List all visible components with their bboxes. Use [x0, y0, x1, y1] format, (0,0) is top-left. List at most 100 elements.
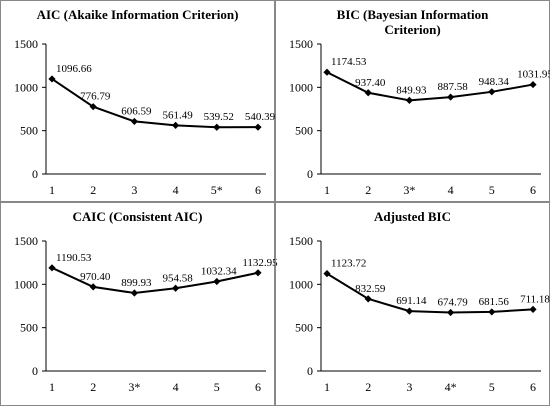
data-label: 539.52	[204, 111, 234, 123]
data-point	[254, 269, 262, 277]
y-tick-label: 500	[20, 124, 38, 138]
data-point	[213, 123, 221, 131]
x-tick-label: 6	[255, 380, 261, 394]
data-label: 832.59	[355, 283, 386, 295]
data-label: 1132.95	[242, 257, 278, 269]
x-tick-label: 2	[90, 183, 96, 197]
chart-title: Adjusted BIC	[374, 209, 451, 224]
data-point	[213, 277, 221, 286]
data-point	[89, 103, 97, 111]
chart-panel-1: AIC (Akaike Information Criterion) 0 500 10…	[0, 0, 276, 202]
x-tick-label: 4	[173, 380, 179, 394]
data-point	[447, 93, 455, 101]
x-tick-label: 2	[365, 183, 371, 197]
series-line	[326, 71, 534, 102]
data-label: 887.58	[437, 81, 468, 93]
data-point	[488, 88, 496, 96]
chart-title: CAIC (Consistent AIC)	[72, 209, 202, 224]
x-tick-label: 3*	[128, 380, 140, 394]
y-tick-label: 500	[20, 321, 38, 335]
chart-panel-4: Adjusted BIC 0 500 1000 1500 1 2 3 4* 5 6 1123.72 83…	[275, 202, 550, 406]
x-tick-label: 4	[173, 183, 179, 197]
data-point	[48, 75, 56, 83]
data-point	[529, 305, 537, 313]
x-tick-label: 2	[365, 380, 371, 394]
x-tick-label: 6	[530, 183, 536, 197]
data-label: 1032.34	[201, 266, 237, 278]
y-tick-label: 500	[295, 321, 313, 335]
y-tick-label: 0	[32, 364, 38, 378]
y-tick-label: 1000	[289, 80, 313, 94]
chart-title-line: Criterion)	[384, 22, 440, 37]
data-point	[529, 80, 537, 89]
data-label: 1031.95	[517, 69, 550, 81]
data-point	[254, 123, 262, 131]
x-tick-label: 6	[255, 183, 261, 197]
x-tick-label: 1	[324, 380, 330, 394]
y-tick-label: 0	[307, 167, 313, 181]
data-label: 937.40	[355, 77, 386, 89]
data-point	[405, 96, 413, 104]
data-label: 954.58	[162, 272, 193, 284]
y-tick-label: 0	[307, 364, 313, 378]
y-tick-label: 1500	[289, 234, 313, 248]
data-point	[364, 89, 372, 97]
data-label: 948.34	[479, 76, 510, 88]
data-label: 561.49	[162, 109, 193, 121]
data-point	[323, 68, 331, 76]
data-label: 776.79	[80, 91, 111, 103]
data-point	[172, 121, 180, 129]
chart-title-line: CAIC (Consistent AIC)	[72, 209, 202, 224]
chart-panel-3: CAIC (Consistent AIC) 0 500 1000 1500 1 2 3* 4 5 6…	[0, 202, 278, 406]
data-label: 691.14	[396, 295, 427, 307]
panel-frame	[0, 202, 275, 406]
y-tick-label: 1500	[289, 37, 313, 51]
data-point	[172, 284, 180, 292]
data-point	[323, 270, 331, 278]
x-tick-label: 1	[324, 183, 330, 197]
data-point	[130, 289, 138, 297]
data-label: 681.56	[479, 296, 510, 308]
data-label: 1174.53	[331, 56, 367, 68]
chart-title: BIC (Bayesian Information Criterion)	[337, 7, 489, 37]
data-label: 970.40	[80, 271, 111, 283]
x-tick-label: 1	[49, 380, 55, 394]
x-tick-label: 5	[214, 380, 220, 394]
data-label: 1123.72	[331, 258, 366, 270]
y-tick-label: 1000	[14, 277, 38, 291]
x-tick-label: 3	[131, 183, 137, 197]
panel-frame	[0, 0, 275, 202]
x-tick-label: 4	[448, 183, 454, 197]
data-point	[130, 117, 138, 126]
data-point	[48, 264, 56, 272]
x-tick-label: 6	[530, 380, 536, 394]
chart-title: AIC (Akaike Information Criterion)	[37, 7, 239, 22]
data-label: 606.59	[121, 105, 152, 117]
data-label: 540.39	[245, 111, 276, 123]
x-tick-label: 3*	[403, 183, 415, 197]
series-line	[51, 266, 259, 295]
y-tick-label: 1000	[289, 277, 313, 291]
y-tick-label: 500	[295, 124, 313, 138]
chart-title-line: Adjusted BIC	[374, 209, 451, 224]
data-point	[405, 307, 413, 315]
y-tick-label: 0	[32, 167, 38, 181]
y-tick-label: 1000	[14, 80, 38, 94]
x-tick-label: 5	[489, 380, 495, 394]
data-point	[447, 308, 455, 317]
chart-title-line: AIC (Akaike Information Criterion)	[37, 7, 239, 22]
x-tick-label: 2	[90, 380, 96, 394]
y-tick-label: 1500	[14, 37, 38, 51]
x-tick-label: 5*	[211, 183, 223, 197]
series-line	[51, 78, 259, 129]
chart-title-line: BIC (Bayesian Information	[337, 7, 489, 22]
data-label: 711.18	[520, 293, 550, 305]
x-tick-label: 1	[49, 183, 55, 197]
data-point	[488, 308, 496, 316]
data-label: 899.93	[121, 277, 152, 289]
chart-panel-2: BIC (Bayesian Information Criterion) 0 500 1…	[275, 0, 550, 202]
data-label: 1190.53	[56, 252, 92, 264]
data-label: 849.93	[396, 84, 427, 96]
x-tick-label: 3	[406, 380, 412, 394]
